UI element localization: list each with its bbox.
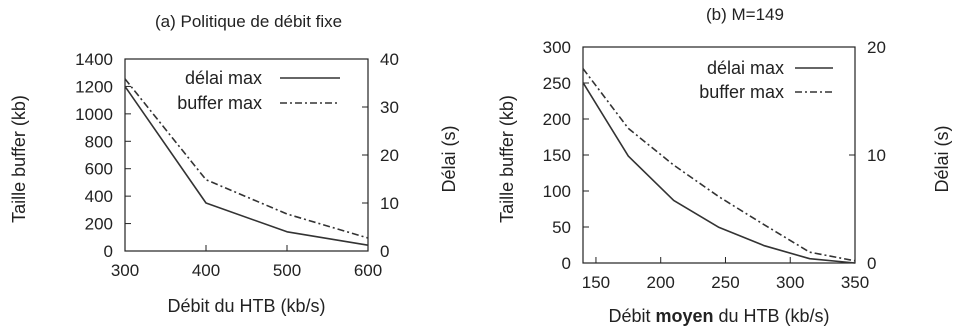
x-axis-label-part: du HTB (kb/s) (714, 306, 830, 326)
y-tick-label: 0 (562, 254, 571, 273)
chart-title: (b) M=149 (706, 5, 784, 24)
y2-tick-label: 10 (380, 194, 399, 213)
chart-panel-a: (a) Politique de débit fixe0200400600800… (9, 12, 459, 316)
x-tick-label: 250 (711, 273, 739, 292)
x-tick-label: 150 (582, 273, 610, 292)
x-axis-label: Débit du HTB (kb/s) (167, 296, 325, 316)
y-tick-label: 50 (552, 218, 571, 237)
y-axis-label: Taille buffer (kb) (497, 95, 517, 223)
x-tick-label: 500 (273, 261, 301, 280)
y2-tick-label: 10 (867, 146, 886, 165)
y-tick-label: 1200 (75, 77, 113, 96)
y-tick-label: 300 (543, 38, 571, 57)
legend-label: délai max (185, 68, 262, 88)
y-tick-label: 150 (543, 146, 571, 165)
y-tick-label: 400 (85, 187, 113, 206)
x-tick-label: 400 (192, 261, 220, 280)
y-tick-label: 1400 (75, 50, 113, 69)
chart-title: (a) Politique de débit fixe (155, 12, 342, 31)
plot-frame (582, 46, 856, 264)
series-line-delai (124, 85, 369, 246)
x-axis-label-part: Débit (608, 306, 655, 326)
x-axis-label: Débit moyen du HTB (kb/s) (608, 306, 829, 326)
series-line-buffer (124, 78, 369, 239)
y2-tick-label: 0 (380, 242, 389, 261)
x-axis-label-part: Débit du HTB (kb/s) (167, 296, 325, 316)
x-axis-label-part: moyen (655, 306, 713, 326)
y2-tick-label: 30 (380, 98, 399, 117)
legend-label: buffer max (177, 93, 262, 113)
series-line-buffer (582, 68, 856, 262)
y-tick-label: 1000 (75, 105, 113, 124)
x-tick-label: 300 (111, 261, 139, 280)
y2-tick-label: 40 (380, 50, 399, 69)
y-tick-label: 800 (85, 132, 113, 151)
legend-label: délai max (707, 58, 784, 78)
y-tick-label: 200 (85, 215, 113, 234)
y-tick-label: 0 (104, 242, 113, 261)
y-tick-label: 200 (543, 110, 571, 129)
x-tick-label: 600 (354, 261, 382, 280)
y-tick-label: 600 (85, 160, 113, 179)
y2-tick-label: 0 (867, 254, 876, 273)
y-tick-label: 100 (543, 182, 571, 201)
x-tick-label: 350 (841, 273, 869, 292)
y-tick-label: 250 (543, 74, 571, 93)
y2-tick-label: 20 (380, 146, 399, 165)
y2-axis-label: Délai (s) (439, 125, 459, 192)
series-line-delai (582, 82, 856, 264)
y2-tick-label: 20 (867, 38, 886, 57)
chart-panel-b: (b) M=149 0 50 100 150 200 250 300 0 10 20 150 200 25… (497, 5, 952, 326)
y-axis-label: Taille buffer (kb) (9, 95, 29, 223)
x-tick-label: 300 (776, 273, 804, 292)
legend-label: buffer max (699, 82, 784, 102)
y2-axis-label: Délai (s) (932, 125, 952, 192)
x-tick-label: 200 (647, 273, 675, 292)
